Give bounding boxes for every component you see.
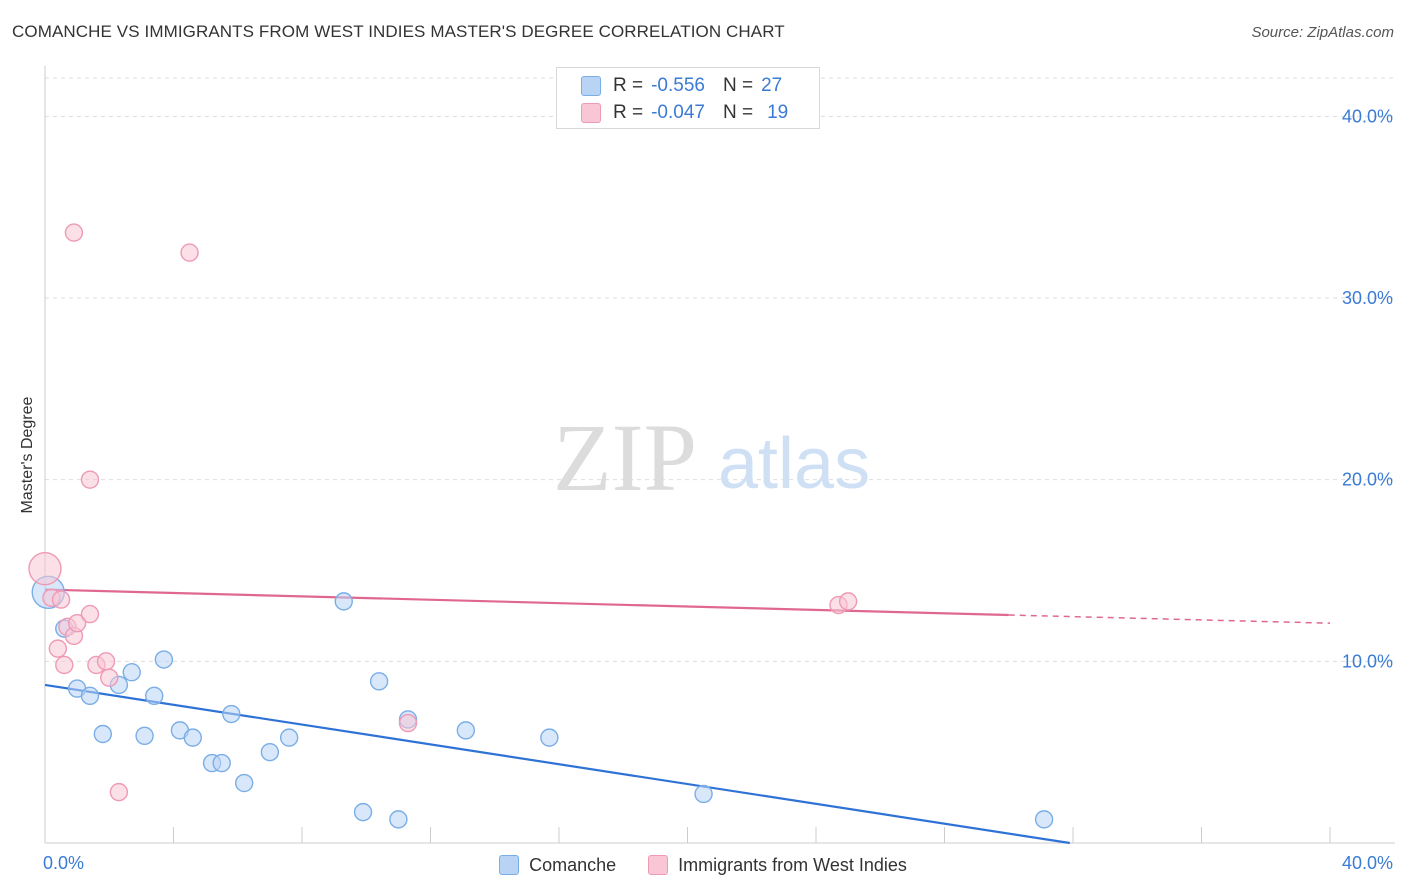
comanche-trend-line bbox=[44, 683, 1070, 845]
source-label: Source: ZipAtlas.com bbox=[1251, 24, 1394, 41]
r-label: R = bbox=[613, 75, 644, 96]
comanche-point bbox=[279, 728, 299, 747]
n-value: 27 bbox=[761, 75, 783, 96]
stats-row-west-indies: R = -0.047 N = 19 bbox=[581, 100, 788, 126]
stats-legend: R = -0.556 N = 27 R = -0.047 N = 19 bbox=[556, 67, 820, 129]
watermark-atlas: atlas bbox=[718, 424, 870, 504]
comanche-point bbox=[145, 686, 164, 706]
x-tick-label: 40.0% bbox=[1342, 853, 1393, 873]
y-tick-label: 20.0% bbox=[1342, 470, 1393, 490]
comanche-point bbox=[222, 704, 241, 724]
comanche-point bbox=[122, 663, 141, 682]
comanche-point bbox=[389, 810, 408, 829]
comanche-point bbox=[540, 728, 559, 747]
legend-item-west-indies[interactable]: Immigrants from West Indies bbox=[648, 855, 907, 876]
west-indies-point bbox=[398, 713, 418, 733]
west-indies-point bbox=[67, 613, 87, 633]
comanche-point bbox=[1034, 810, 1054, 829]
n-value: 19 bbox=[767, 102, 789, 123]
west-indies-point bbox=[51, 590, 71, 609]
west-indies-swatch bbox=[581, 103, 601, 123]
west-indies-point bbox=[180, 243, 199, 262]
west-indies-swatch bbox=[648, 855, 669, 875]
r-value: -0.047 bbox=[651, 102, 705, 123]
r-value: -0.556 bbox=[651, 75, 705, 96]
west-indies-point bbox=[96, 652, 116, 671]
comanche-point bbox=[260, 742, 280, 762]
comanche-point bbox=[80, 686, 100, 706]
comanche-point bbox=[135, 726, 154, 746]
comanche-point bbox=[234, 773, 254, 793]
comanche-swatch bbox=[499, 855, 520, 875]
west-indies-point bbox=[80, 604, 100, 624]
y-tick-label: 10.0% bbox=[1342, 651, 1393, 671]
west-indies-point bbox=[80, 470, 100, 489]
comanche-point bbox=[353, 802, 373, 822]
axis-layer bbox=[44, 66, 1395, 844]
west-indies-trend-line bbox=[44, 588, 1009, 617]
watermark-zip: ZIP bbox=[553, 404, 697, 511]
comanche-point bbox=[334, 592, 353, 611]
west-indies-point bbox=[64, 223, 84, 242]
trend-layer bbox=[44, 588, 1331, 845]
legend-item-comanche[interactable]: Comanche bbox=[499, 855, 616, 876]
y-tick-label: 30.0% bbox=[1342, 288, 1393, 308]
comanche-point bbox=[183, 728, 202, 747]
comanche-swatch bbox=[581, 76, 601, 96]
west-indies-point bbox=[28, 551, 62, 586]
comanche-point bbox=[694, 784, 713, 804]
n-label: N = bbox=[722, 102, 754, 123]
watermark: ZIP atlas bbox=[553, 404, 870, 511]
chart-title: COMANCHE VS IMMIGRANTS FROM WEST INDIES … bbox=[12, 22, 785, 41]
west-indies-point bbox=[55, 655, 74, 675]
comanche-point bbox=[369, 672, 389, 691]
west-indies-point bbox=[100, 668, 119, 687]
west-indies-point bbox=[109, 782, 129, 802]
n-label: N = bbox=[722, 75, 754, 96]
comanche-point bbox=[93, 724, 113, 744]
grid-layer bbox=[45, 77, 1395, 662]
west-indies-point bbox=[48, 639, 68, 658]
comanche-point bbox=[212, 753, 231, 773]
west-indies-point bbox=[838, 592, 858, 611]
y-tick-label: 40.0% bbox=[1342, 106, 1393, 126]
legend-label: Immigrants from West Indies bbox=[678, 854, 907, 875]
legend-label: Comanche bbox=[529, 854, 617, 875]
comanche-point bbox=[456, 721, 476, 740]
comanche-point bbox=[154, 650, 174, 669]
series-legend: Comanche Immigrants from West Indies bbox=[0, 852, 1406, 878]
tick-label-layer: 10.0% 20.0% 30.0% 40.0% 0.0% 40.0% bbox=[43, 106, 1393, 873]
r-label: R = bbox=[613, 102, 644, 123]
west-indies-trend-extension bbox=[1008, 614, 1331, 624]
stats-row-comanche: R = -0.556 N = 27 bbox=[581, 73, 782, 99]
x-tick-label: 0.0% bbox=[43, 853, 84, 873]
points-layer bbox=[28, 223, 1054, 829]
